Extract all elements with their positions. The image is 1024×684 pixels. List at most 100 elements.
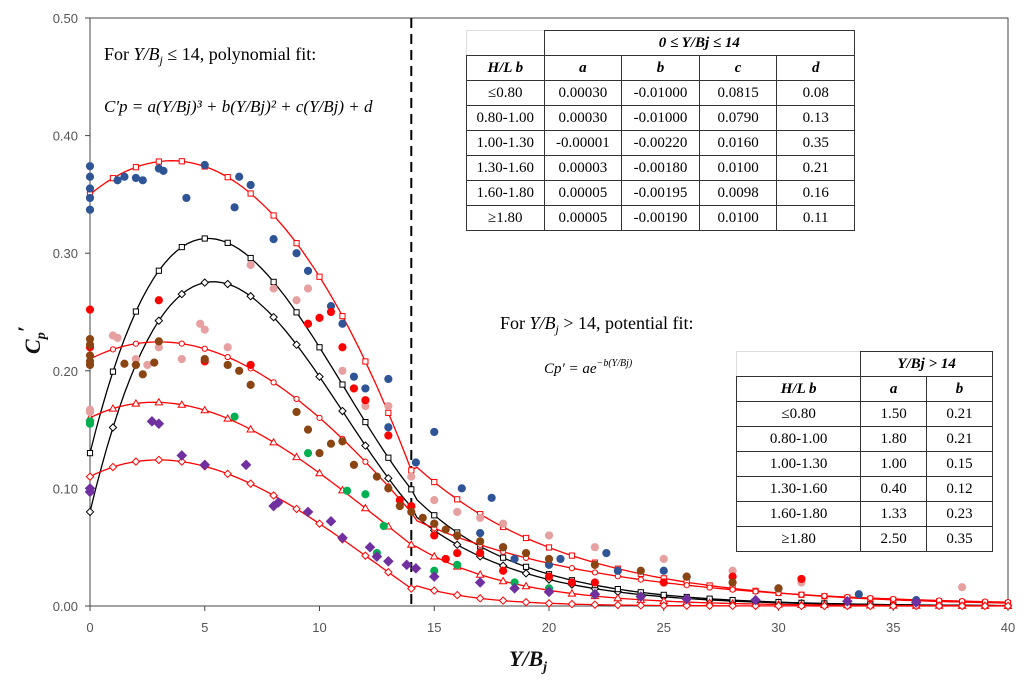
fit-marker [223,413,233,422]
data-point-purple [199,459,211,471]
data-point-purple [337,532,348,544]
fit-marker [361,551,370,560]
fit-marker [154,455,164,465]
data-point-purple [383,556,394,567]
fit-marker [521,597,531,607]
fit-marker [177,457,187,466]
cell-b: -0.01000 [621,105,700,131]
row-label: ≥1.80 [735,526,862,552]
cell-a: 1.80 [860,426,928,452]
fit-marker [108,403,118,412]
fit-marker [613,600,623,610]
x-tick-label: 20 [542,620,556,635]
data-point-brown [476,537,485,546]
data-point-blue [200,160,209,170]
data-point-brown [150,358,159,367]
data-point-pink [196,319,205,328]
table-row: 1.00-1.30 -0.00001 -0.00220 0.0160 0.35 [466,130,855,156]
fit-marker [890,595,897,603]
data-point-blue [303,266,313,275]
data-point-purple [401,559,413,571]
fit-marker [774,601,783,611]
cell-b: 0.21 [926,426,993,452]
fit-marker [567,599,577,609]
cell-a: 1.33 [860,501,928,527]
data-point-brown [384,484,393,493]
x-axis-title: Y/Bj [509,646,547,675]
data-point-purple [910,597,922,608]
data-point-red [476,548,485,558]
data-point-blue [292,249,301,258]
fit-marker [315,519,324,528]
cell-b: 0.21 [926,401,993,427]
cell-a: 0.40 [860,476,928,502]
fit-marker [544,599,554,608]
fit-marker [613,593,623,602]
fit-marker [522,563,530,570]
cell-a: 0.00030 [543,105,623,131]
table-row: 1.30-1.60 0.00003 -0.00180 0.0100 0.21 [466,155,855,181]
fit-marker [431,512,438,519]
data-point-green [361,490,370,499]
y-tick-label: 0.10 [53,481,78,496]
x-tick-label: 5 [201,620,208,635]
fit-marker [339,381,346,388]
fit-marker [567,588,577,597]
fit-marker [177,400,187,408]
fit-marker [729,586,736,593]
fit-marker [408,486,415,493]
fit-marker [292,504,301,514]
data-point-red [659,578,668,587]
data-point-pink [958,583,967,592]
data-point-red [590,578,600,587]
fit-marker [1003,601,1013,611]
row-label: ≤0.80 [735,401,862,427]
fit-marker [86,450,94,457]
fit-marker [360,503,370,512]
fit-marker [269,312,278,322]
cell-d: 0.21 [776,155,855,181]
pot-col-b: b [926,376,993,402]
data-point-pink [407,472,416,481]
fit-marker [85,507,95,517]
potential-fit-formula: Cp′ = ae−b(Y/Bj) [544,358,633,377]
cell-b: -0.00220 [621,130,700,156]
cell-a: 1.50 [860,401,928,427]
x-tick-label: 15 [427,620,441,635]
data-point-blue [235,172,244,181]
fit-marker [155,267,162,274]
cell-c: 0.0160 [698,130,778,156]
x-tick-label: 0 [86,620,93,635]
data-point-pink [499,519,508,528]
fit-marker [315,372,324,381]
fit-marker [821,592,828,599]
data-point-blue [338,319,347,328]
data-point-blue [138,176,147,185]
fit-marker [200,278,210,287]
table-row: 1.60-1.80 0.00005 -0.00195 0.0098 0.16 [466,180,855,206]
fit-marker [385,454,392,461]
data-point-pink [544,531,554,540]
cell-b: -0.00180 [621,155,700,181]
data-point-red [338,343,347,352]
fit-marker [224,239,231,246]
table-row: ≤0.80 1.50 0.21 [735,401,993,427]
fit-marker [270,278,277,285]
data-point-brown [682,572,691,581]
data-point-brown [544,554,554,564]
cell-d: 0.11 [776,205,855,231]
poly-col-label: H/L b [466,55,545,81]
table-row: ≥1.80 0.00005 -0.00190 0.0100 0.11 [466,205,855,231]
fit-marker [797,601,806,611]
fit-marker [293,240,300,247]
data-point-green [303,449,313,458]
data-point-brown [200,354,209,364]
data-point-green [85,419,95,428]
fit-marker [154,316,164,326]
cell-b: 0.35 [926,526,993,552]
fit-marker [200,405,210,414]
data-point-brown [395,501,404,511]
row-label: ≥1.80 [466,205,545,231]
data-point-purple [842,595,853,607]
row-label: 1.30-1.60 [735,476,862,502]
